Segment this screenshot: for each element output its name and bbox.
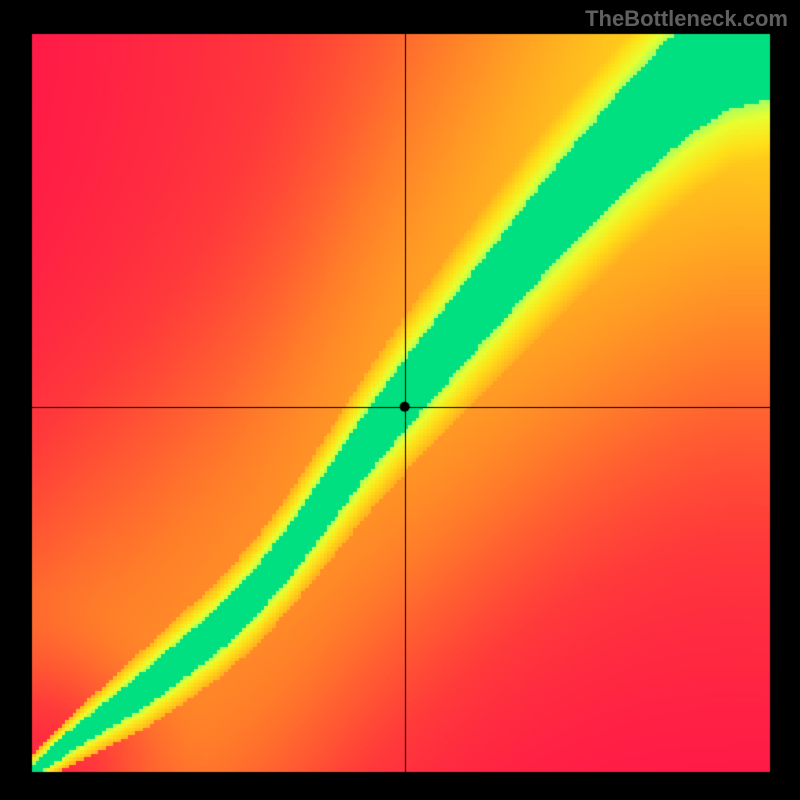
chart-container: TheBottleneck.com xyxy=(0,0,800,800)
heatmap-canvas xyxy=(0,0,800,800)
watermark-label: TheBottleneck.com xyxy=(585,6,788,32)
